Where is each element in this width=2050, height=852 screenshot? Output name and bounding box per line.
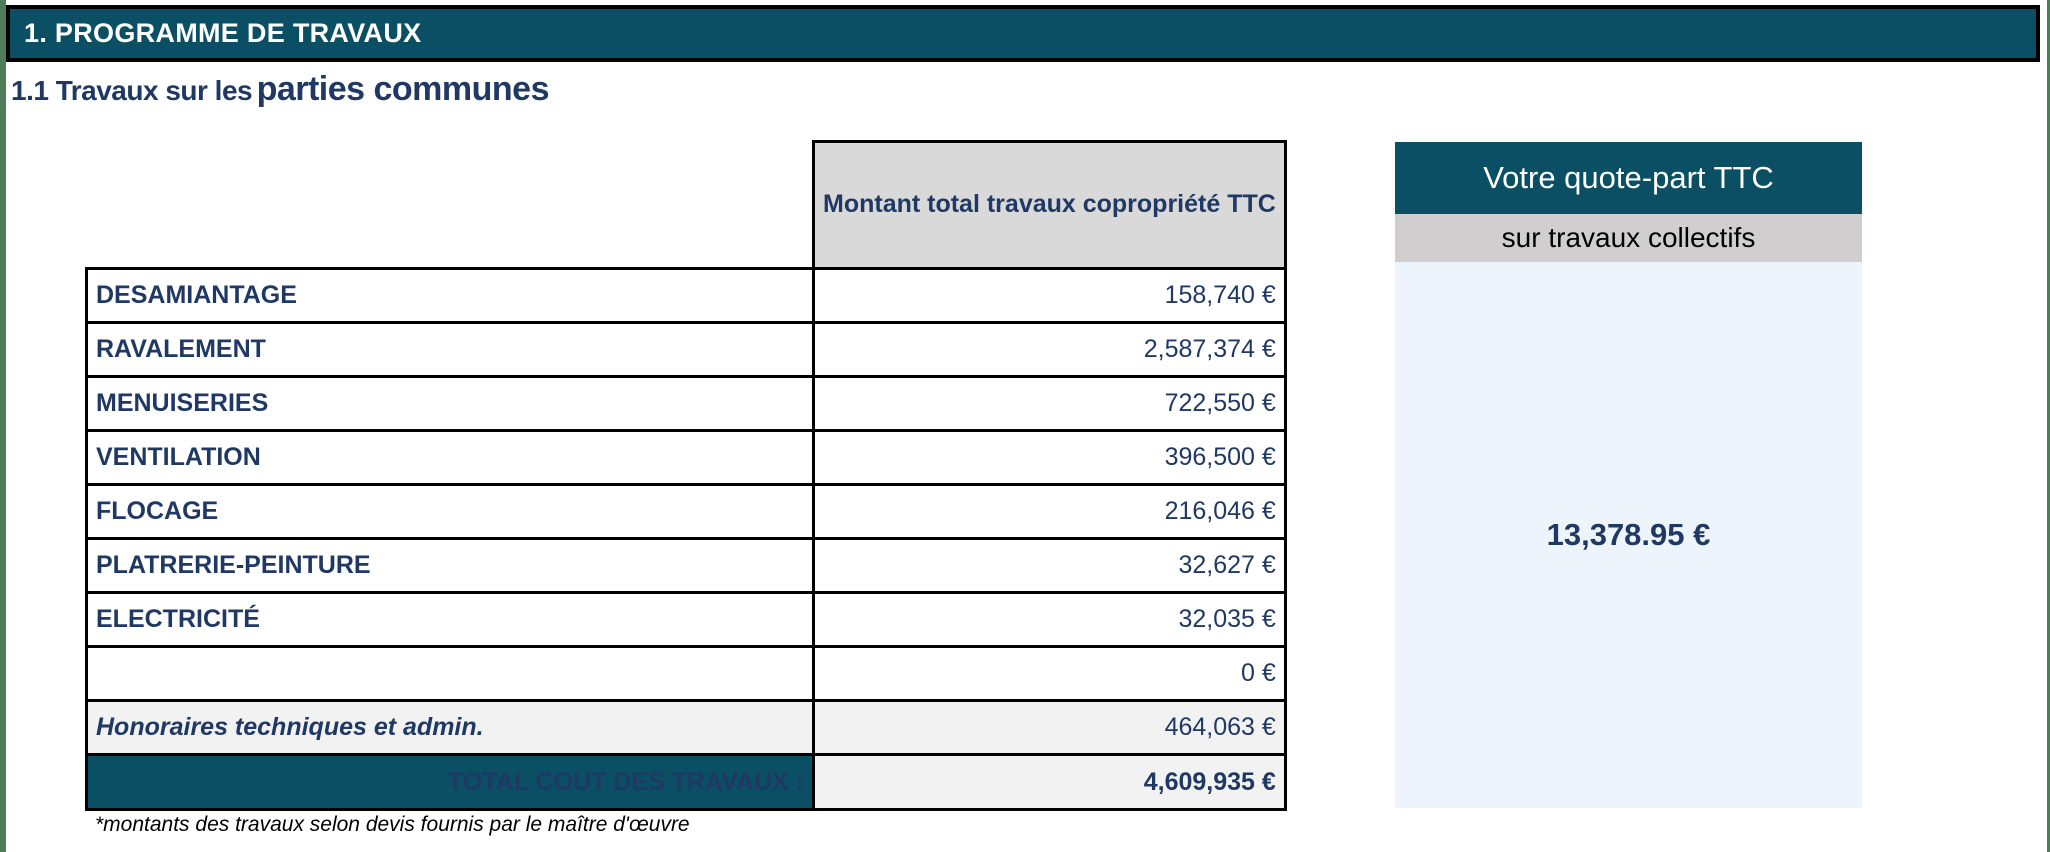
work-label-cell: VENTILATION <box>85 429 815 486</box>
work-amount-cell: 396,500 € <box>812 429 1287 486</box>
amount-column-header: Montant total travaux copropriété TTC <box>812 140 1287 270</box>
table-header-row: Montant total travaux copropriété TTC <box>87 140 1287 270</box>
work-amount-cell: 2,587,374 € <box>812 321 1287 378</box>
subsection-number-text: 1.1 Travaux sur les <box>11 75 253 106</box>
work-amount-cell: 722,550 € <box>812 375 1287 432</box>
work-label-cell: RAVALEMENT <box>85 321 815 378</box>
table-row: MENUISERIES 722,550 € <box>85 375 1287 432</box>
work-amount-cell: 158,740 € <box>812 267 1287 324</box>
quote-part-panel-subheader: sur travaux collectifs <box>1395 214 1862 262</box>
work-label-cell: PLATRERIE-PEINTURE <box>85 537 815 594</box>
fees-label-cell: Honoraires techniques et admin. <box>85 699 815 756</box>
work-label-cell: MENUISERIES <box>85 375 815 432</box>
table-row: PLATRERIE-PEINTURE 32,627 € <box>85 537 1287 594</box>
work-amount-cell: 216,046 € <box>812 483 1287 540</box>
quote-part-panel-header: Votre quote-part TTC <box>1395 142 1862 214</box>
quote-part-subtitle: sur travaux collectifs <box>1501 222 1756 253</box>
fees-amount-cell: 464,063 € <box>812 699 1287 756</box>
work-label-cell <box>85 645 815 702</box>
table-row: VENTILATION 396,500 € <box>85 429 1287 486</box>
work-amount-cell: 32,627 € <box>812 537 1287 594</box>
quote-part-panel-body: 13,378.95 € <box>1395 262 1862 808</box>
section-banner: 1. PROGRAMME DE TRAVAUX <box>6 5 2040 62</box>
fees-row: Honoraires techniques et admin. 464,063 … <box>85 699 1287 756</box>
total-amount-cell: 4,609,935 € <box>812 753 1287 811</box>
total-label-cell: TOTAL COUT DES TRAVAUX : <box>85 753 815 811</box>
section-title: 1. PROGRAMME DE TRAVAUX <box>24 18 422 48</box>
subsection-heading: 1.1 Travaux sur les parties communes <box>11 70 550 109</box>
table-row: ELECTRICITÉ 32,035 € <box>85 591 1287 648</box>
work-amount-cell: 0 € <box>812 645 1287 702</box>
total-row: TOTAL COUT DES TRAVAUX : 4,609,935 € <box>85 753 1287 811</box>
left-edge-strip <box>0 0 6 852</box>
footnote: *montants des travaux selon devis fourni… <box>95 813 690 836</box>
table-row: FLOCAGE 216,046 € <box>85 483 1287 540</box>
quote-part-title: Votre quote-part TTC <box>1483 160 1774 195</box>
work-label-cell: ELECTRICITÉ <box>85 591 815 648</box>
empty-header-cell <box>87 142 814 269</box>
subsection-emphasis-text: parties communes <box>256 70 550 108</box>
table-row: RAVALEMENT 2,587,374 € <box>85 321 1287 378</box>
quote-part-amount: 13,378.95 € <box>1546 517 1711 552</box>
work-amount-cell: 32,035 € <box>812 591 1287 648</box>
right-edge-strip <box>2047 0 2050 852</box>
works-table: Montant total travaux copropriété TTC DE… <box>85 140 1287 811</box>
work-label-cell: FLOCAGE <box>85 483 815 540</box>
table-row: 0 € <box>85 645 1287 702</box>
table-row: DESAMIANTAGE 158,740 € <box>85 267 1287 324</box>
work-label-cell: DESAMIANTAGE <box>85 267 815 324</box>
